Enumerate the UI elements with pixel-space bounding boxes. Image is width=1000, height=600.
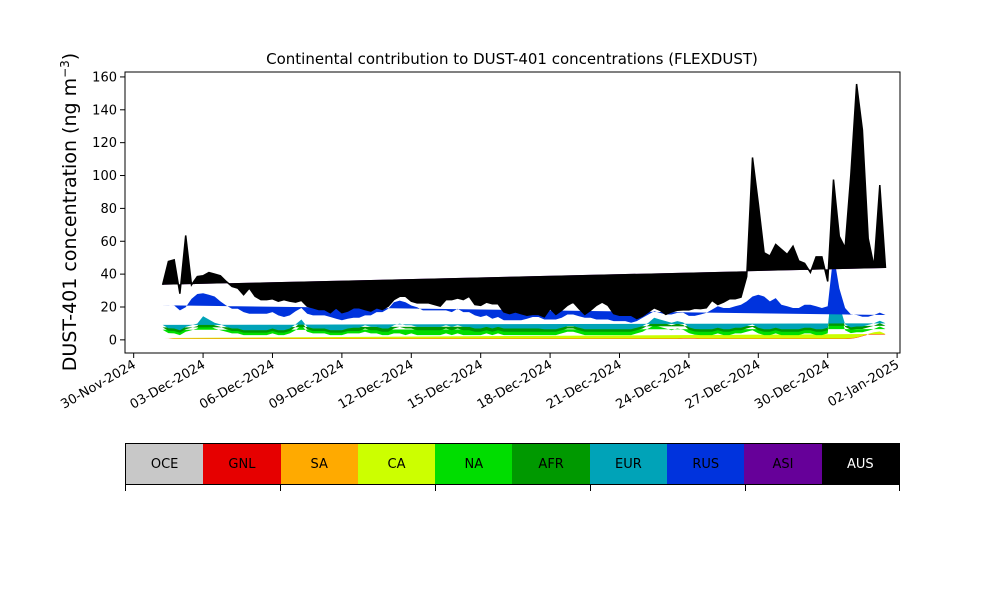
y-tick-label: 160 [92,70,117,85]
y-axis-label: DUST-401 concentration (ng m−3) [58,53,81,371]
region-color-legend: OCE GNL SA CA NA AFR EUR RUS ASI AUS [125,443,900,485]
legend-tick [280,485,281,491]
x-tick-label: 02-Jan-2025 [826,357,903,410]
area-ca [162,331,886,339]
legend-item-rus: RUS [667,444,745,484]
legend-item-ca: CA [357,444,436,484]
x-tick-label: 21-Dec-2024 [544,357,624,412]
y-tick-label: 40 [100,268,117,283]
legend-item-oce: OCE [126,444,204,484]
legend-item-aus: AUS [821,444,899,484]
legend-item-sa: SA [280,444,358,484]
stacked-areas [162,84,886,339]
legend-tick-marks [125,485,900,493]
legend-label: SA [310,456,328,472]
x-tick-label: 30-Dec-2024 [752,357,832,412]
legend-tick [435,485,436,491]
legend-item-gnl: GNL [203,444,281,484]
legend-item-eur: EUR [589,444,668,484]
x-tick-label: 03-Dec-2024 [128,357,208,412]
y-tick-label: 20 [100,300,117,315]
y-axis: 0 20 40 60 80 100 120 140 160 [92,70,125,348]
chart-title: Continental contribution to DUST-401 con… [266,50,758,68]
legend-tick [745,485,746,491]
legend-label: OCE [150,456,179,472]
y-tick-label: 120 [92,136,117,151]
legend-label: RUS [692,456,720,472]
y-tick-label: 60 [100,235,117,250]
y-tick-label: 80 [100,202,117,217]
x-tick-label: 18-Dec-2024 [475,357,555,412]
legend-label: CA [387,456,406,472]
legend-item-asi: ASI [744,444,822,484]
x-axis: 30-Nov-202403-Dec-202406-Dec-202409-Dec-… [58,353,902,413]
legend-item-na: NA [435,444,513,484]
legend-tick [125,485,126,491]
legend-label: ASI [772,456,794,472]
area-aus [162,84,886,319]
x-tick-label: 12-Dec-2024 [336,357,416,412]
plot-frame [124,71,901,354]
x-tick-label: 15-Dec-2024 [405,357,485,412]
legend-label: GNL [228,456,256,472]
legend-tick [899,485,900,491]
y-tick-label: 100 [92,169,117,184]
y-tick-label: 0 [109,333,117,348]
legend-item-afr: AFR [512,444,590,484]
x-tick-label: 27-Dec-2024 [683,357,763,412]
legend-label: NA [464,456,484,472]
legend-label: AFR [538,456,564,472]
legend-tick [590,485,591,491]
x-tick-label: 24-Dec-2024 [614,357,694,412]
y-tick-label: 140 [92,103,117,118]
legend-label: AUS [846,456,874,472]
total-concentration-line [161,83,887,320]
area-eur [162,273,886,331]
x-tick-label: 09-Dec-2024 [266,357,346,412]
x-tick-label: 06-Dec-2024 [197,357,277,412]
legend-label: EUR [615,456,642,472]
